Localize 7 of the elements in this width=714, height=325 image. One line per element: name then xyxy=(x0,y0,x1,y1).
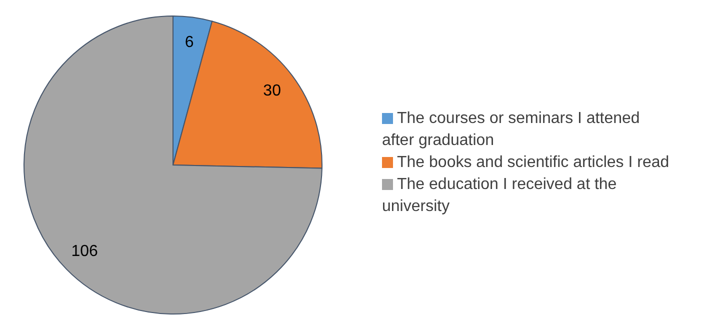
legend-label: The courses or seminars I attened after graduation xyxy=(382,110,640,148)
pie-slice xyxy=(24,16,322,314)
legend-label: The education I received at the university xyxy=(382,176,617,214)
data-label: 6 xyxy=(184,34,194,51)
data-label: 30 xyxy=(263,82,282,100)
data-label: 106 xyxy=(71,242,98,260)
legend-label: The books and scientific articles I read xyxy=(397,154,670,170)
